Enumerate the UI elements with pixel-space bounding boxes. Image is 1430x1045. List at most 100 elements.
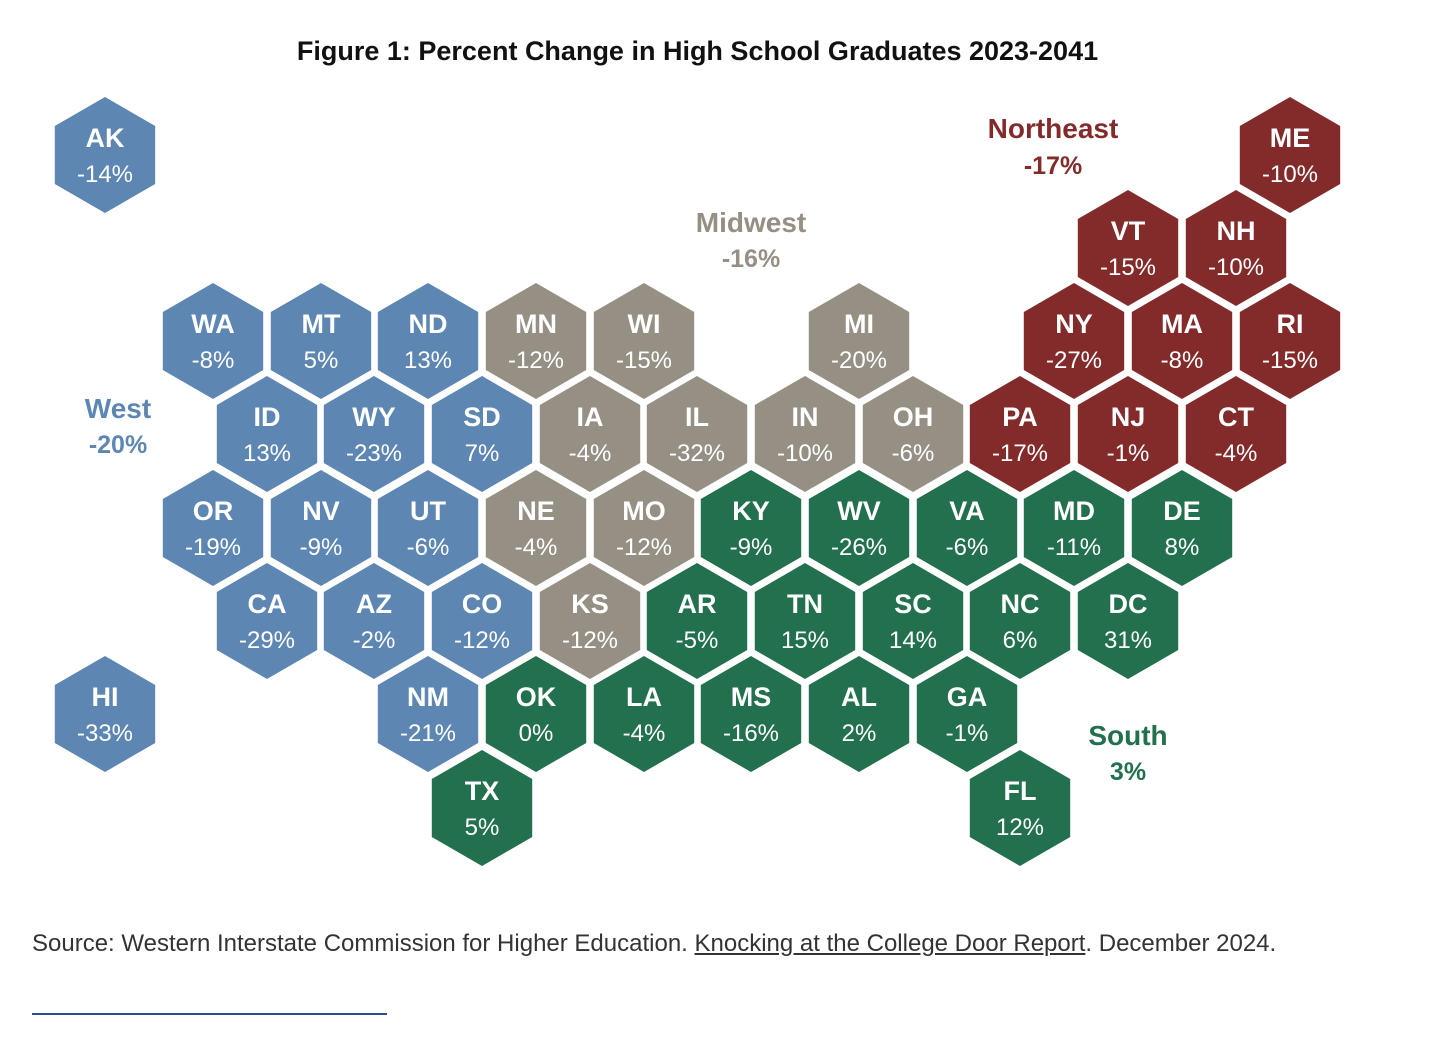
- state-hex-shape: [539, 376, 641, 492]
- region-label-west: West: [85, 393, 151, 424]
- state-value: -12%: [616, 534, 672, 561]
- state-hex-nh: NH -10%: [1185, 190, 1287, 306]
- hex-map: AK -14% ME -10% VT -15% NH -10% WA -8% MT 5% ND 13% MN…: [54, 97, 1341, 866]
- state-hex-ok: OK 0%: [485, 656, 587, 772]
- state-value: 12%: [996, 814, 1044, 841]
- state-value: -14%: [77, 161, 133, 188]
- state-abbr: RI: [1277, 309, 1304, 339]
- state-abbr: MS: [731, 682, 772, 712]
- state-value: -10%: [1208, 254, 1264, 281]
- state-hex-shape: [916, 656, 1018, 772]
- state-hex-shape: [646, 376, 748, 492]
- state-hex-shape: [377, 470, 479, 586]
- state-hex-ne: NE -4%: [485, 470, 587, 586]
- state-abbr: HI: [92, 682, 119, 712]
- state-hex-shape: [377, 656, 479, 772]
- state-hex-shape: [808, 656, 910, 772]
- state-hex-shape: [1239, 97, 1341, 213]
- state-hex-ky: KY -9%: [700, 470, 802, 586]
- state-value: -15%: [1262, 347, 1318, 374]
- state-hex-shape: [431, 750, 533, 866]
- state-value: -2%: [353, 627, 396, 654]
- state-hex-nc: NC 6%: [969, 563, 1071, 679]
- state-hex-shape: [431, 563, 533, 679]
- state-abbr: NC: [1001, 589, 1040, 619]
- state-hex-shape: [1131, 283, 1233, 399]
- state-value: -12%: [454, 627, 510, 654]
- state-hex-shape: [1131, 470, 1233, 586]
- state-hex-az: AZ -2%: [323, 563, 425, 679]
- state-hex-la: LA -4%: [593, 656, 695, 772]
- state-abbr: IA: [577, 402, 604, 432]
- region-value-west: -20%: [89, 431, 147, 459]
- state-hex-ar: AR -5%: [646, 563, 748, 679]
- state-hex-shape: [1077, 563, 1179, 679]
- state-abbr: TX: [465, 776, 500, 806]
- region-value-south: 3%: [1110, 758, 1146, 786]
- state-value: -8%: [1161, 347, 1204, 374]
- state-abbr: UT: [410, 496, 446, 526]
- state-abbr: NJ: [1111, 402, 1146, 432]
- state-hex-or: OR -19%: [162, 470, 264, 586]
- state-hex-nj: NJ -1%: [1077, 376, 1179, 492]
- state-hex-al: AL 2%: [808, 656, 910, 772]
- state-hex-shape: [1077, 190, 1179, 306]
- state-hex-shape: [808, 470, 910, 586]
- state-hex-shape: [539, 563, 641, 679]
- state-value: -17%: [992, 440, 1048, 467]
- state-abbr: MD: [1053, 496, 1095, 526]
- state-hex-shape: [1185, 376, 1287, 492]
- state-hex-wv: WV -26%: [808, 470, 910, 586]
- state-hex-pa: PA -17%: [969, 376, 1071, 492]
- state-value: 6%: [1003, 627, 1038, 654]
- state-hex-shape: [808, 283, 910, 399]
- region-label-south: South: [1088, 720, 1167, 751]
- state-hex-shape: [485, 470, 587, 586]
- state-value: -1%: [1107, 440, 1150, 467]
- state-hex-shape: [162, 470, 264, 586]
- state-abbr: VA: [949, 496, 985, 526]
- state-hex-shape: [916, 470, 1018, 586]
- state-hex-shape: [54, 656, 156, 772]
- state-hex-ks: KS -12%: [539, 563, 641, 679]
- state-abbr: OR: [193, 496, 234, 526]
- state-abbr: TN: [787, 589, 823, 619]
- state-abbr: SC: [894, 589, 932, 619]
- state-abbr: AK: [86, 123, 125, 153]
- source-report-link[interactable]: Knocking at the College Door Report: [694, 930, 1086, 957]
- state-value: -21%: [400, 720, 456, 747]
- state-hex-tx: TX 5%: [431, 750, 533, 866]
- state-abbr: NY: [1055, 309, 1093, 339]
- state-value: -32%: [669, 440, 725, 467]
- state-value: 5%: [465, 814, 500, 841]
- state-hex-dc: DC 31%: [1077, 563, 1179, 679]
- state-hex-nv: NV -9%: [270, 470, 372, 586]
- state-hex-ma: MA -8%: [1131, 283, 1233, 399]
- state-hex-shape: [270, 470, 372, 586]
- state-abbr: VT: [1111, 216, 1146, 246]
- state-hex-shape: [862, 376, 964, 492]
- state-hex-hi: HI -33%: [54, 656, 156, 772]
- state-hex-oh: OH -6%: [862, 376, 964, 492]
- state-hex-shape: [485, 283, 587, 399]
- state-abbr: AZ: [356, 589, 392, 619]
- state-value: 31%: [1104, 627, 1152, 654]
- state-value: -11%: [1047, 534, 1101, 561]
- state-abbr: MA: [1161, 309, 1203, 339]
- state-hex-nd: ND 13%: [377, 283, 479, 399]
- state-abbr: MI: [844, 309, 874, 339]
- state-hex-shape: [377, 283, 479, 399]
- state-abbr: AR: [678, 589, 717, 619]
- state-hex-ca: CA -29%: [216, 563, 318, 679]
- state-value: -23%: [346, 440, 402, 467]
- state-abbr: IN: [792, 402, 819, 432]
- state-abbr: WY: [352, 402, 396, 432]
- state-abbr: DC: [1109, 589, 1148, 619]
- state-abbr: ND: [409, 309, 448, 339]
- state-abbr: PA: [1002, 402, 1038, 432]
- state-hex-fl: FL 12%: [969, 750, 1071, 866]
- state-hex-wy: WY -23%: [323, 376, 425, 492]
- state-hex-ga: GA -1%: [916, 656, 1018, 772]
- footnote-divider: [32, 1013, 387, 1015]
- source-prefix: Source: Western Interstate Commission fo…: [32, 930, 695, 957]
